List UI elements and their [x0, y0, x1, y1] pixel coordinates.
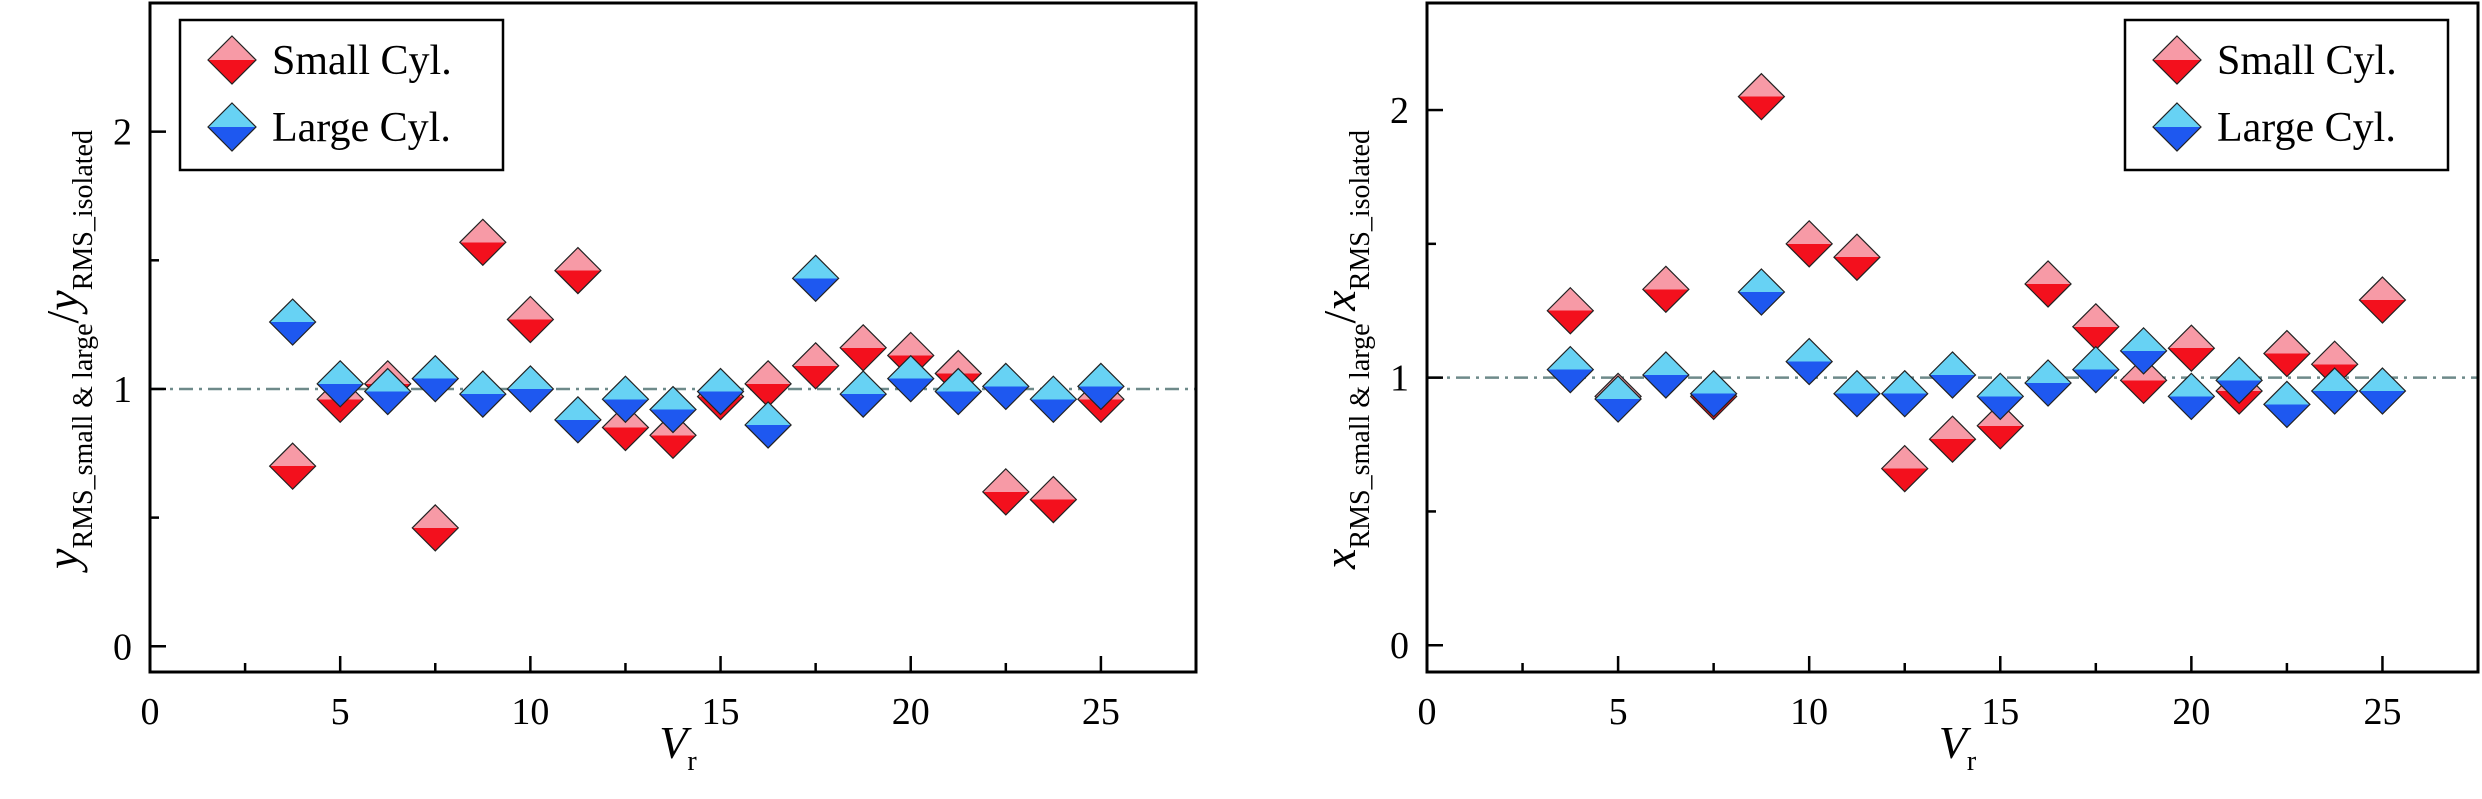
large-cyl-point	[981, 362, 1030, 411]
small-cyl-point	[2024, 260, 2072, 308]
large-cyl-point	[458, 370, 507, 418]
plot-panel-1: 0 5 10 15 20 25 0 1 2 Vr yRMS_small & large/yRMS_i…	[37, 1, 1198, 777]
small-cyl-point	[839, 323, 888, 372]
small-cyl-point	[2071, 302, 2120, 351]
x-tick-label: 20	[2172, 691, 2210, 733]
large-cyl-point	[744, 401, 792, 449]
large-cyl-point	[934, 367, 983, 416]
small-cyl-point	[2263, 329, 2311, 378]
small-cyl-point	[981, 468, 1030, 516]
large-cyl-point	[2024, 359, 2072, 407]
small-cyl-point	[1833, 233, 1881, 282]
large-cyl-point	[886, 354, 935, 403]
small-cyl-point	[506, 295, 555, 344]
small-cyl-point	[2119, 356, 2168, 405]
large-cyl-point	[506, 365, 555, 413]
y-axis-label: yRMS_small & large/yRMS_isolated	[37, 130, 99, 573]
legend-small-cyl-label: Small Cyl.	[272, 38, 452, 84]
small-cyl-point	[601, 403, 650, 452]
y-tick-label: 2	[113, 112, 132, 154]
plot-frame	[1425, 1, 2480, 674]
legend: Small Cyl. Large Cyl.	[2123, 18, 2450, 172]
y-tick-label: 1	[113, 369, 132, 411]
large-cyl-point	[2167, 372, 2216, 421]
x-tick-label: 25	[1082, 691, 1120, 733]
large-cyl-point	[1642, 351, 1690, 399]
small-cyl-point	[554, 246, 602, 295]
small-cyl-point	[458, 218, 507, 267]
legend-large-cyl-marker	[207, 102, 257, 152]
x-tick-label: 15	[702, 691, 740, 733]
x-tick-label: 25	[2363, 691, 2401, 733]
large-cyl-point	[2119, 327, 2168, 375]
y-tick-label: 0	[113, 626, 132, 668]
small-cyl-point	[2167, 324, 2216, 373]
large-cyl-point	[601, 375, 650, 424]
large-cyl-point	[316, 359, 365, 408]
x-tick-label: 0	[1418, 691, 1437, 733]
small-cyl-point	[1546, 286, 1595, 335]
large-cyl-point	[649, 385, 697, 434]
large-cyl-point	[1546, 345, 1595, 394]
large-cyl-point	[1976, 372, 2025, 421]
x-tick-label: 10	[511, 691, 549, 733]
legend-small-cyl-marker	[207, 35, 257, 85]
legend-large-cyl-label: Large Cyl.	[2217, 105, 2396, 151]
small-cyl-point	[1880, 444, 1929, 493]
x-tick-label: 0	[141, 691, 160, 733]
small-cyl-point	[744, 359, 792, 408]
large-cyl-point	[1689, 369, 1738, 418]
x-axis-label: Vr	[659, 717, 697, 777]
x-tick-label: 5	[331, 691, 350, 733]
y-tick-label: 1	[1390, 358, 1409, 400]
large-cyl-point	[1077, 362, 1125, 411]
large-cyl-point	[2263, 380, 2311, 429]
x-tick-label: 15	[1981, 691, 2019, 733]
small-cyl-point	[791, 341, 840, 390]
x-tick-label: 10	[1790, 691, 1828, 733]
large-cyl-point	[554, 395, 602, 444]
y-tick-label: 0	[1390, 625, 1409, 667]
small-cyl-point	[411, 504, 460, 552]
large-cyl-point	[1029, 375, 1078, 424]
x-axis-label: Vr	[1939, 717, 1977, 777]
plot-frame	[148, 1, 1198, 674]
y-axis-label: xRMS_small & large/xRMS_isolated	[1314, 130, 1376, 570]
large-cyl-point	[411, 354, 460, 403]
large-cyl-point	[1833, 369, 1881, 418]
large-cyl-point	[1928, 351, 1977, 399]
large-cyl-point	[2310, 367, 2359, 415]
y-tick-label: 2	[1390, 90, 1409, 132]
large-cyl-point	[839, 370, 888, 418]
large-cyl-point	[1594, 375, 1642, 423]
small-cyl-point	[1737, 72, 1786, 121]
large-cyl-point	[791, 254, 840, 303]
small-cyl-point	[1029, 475, 1078, 524]
legend-large-cyl-marker	[2152, 102, 2202, 152]
large-cyl-point	[696, 367, 745, 416]
large-cyl-point	[2358, 367, 2407, 415]
small-cyl-point	[1928, 415, 1977, 464]
small-cyl-point	[1785, 219, 1834, 268]
large-cyl-point	[363, 367, 412, 416]
large-cyl-point	[2215, 356, 2263, 405]
small-cyl-point	[268, 442, 317, 491]
plot-panel-2: 0 5 10 15 20 25 0 1 2 Vr xRMS_small & large/xRMS_i…	[1314, 1, 2480, 777]
small-cyl-point	[1976, 401, 2025, 450]
legend-small-cyl-marker	[2152, 35, 2202, 85]
large-cyl-point	[1737, 268, 1786, 316]
large-cyl-point	[1880, 369, 1929, 418]
large-cyl-point	[2071, 345, 2120, 394]
x-tick-label: 20	[892, 691, 930, 733]
legend-small-cyl-label: Small Cyl.	[2217, 38, 2397, 84]
legend: Small Cyl. Large Cyl.	[178, 18, 505, 172]
small-cyl-point	[649, 411, 697, 460]
legend-large-cyl-label: Large Cyl.	[272, 105, 451, 151]
x-tick-label: 5	[1609, 691, 1628, 733]
small-cyl-point	[1642, 265, 1690, 314]
large-cyl-point	[1785, 337, 1834, 386]
small-cyl-point	[2358, 276, 2407, 324]
large-cyl-point	[268, 298, 317, 346]
